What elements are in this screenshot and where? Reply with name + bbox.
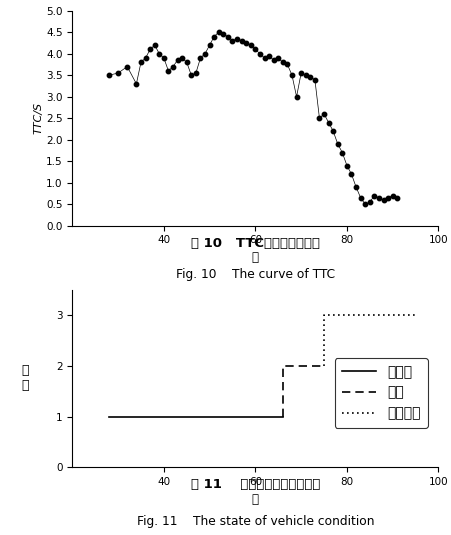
Text: 图 11    车辆行驶工况危险程度: 图 11 车辆行驶工况危险程度	[190, 478, 319, 491]
X-axis label: 帧: 帧	[251, 251, 258, 264]
Text: 状
态: 状 态	[21, 364, 28, 393]
Legend: 无危险, 警告, 碰撞事故: 无危险, 警告, 碰撞事故	[334, 358, 427, 427]
Text: 图 10   TTC随时间变化曲线: 图 10 TTC随时间变化曲线	[190, 237, 319, 250]
Text: Fig. 11    The state of vehicle condition: Fig. 11 The state of vehicle condition	[136, 515, 373, 528]
X-axis label: 帧: 帧	[251, 493, 258, 506]
Y-axis label: TTC/S: TTC/S	[33, 102, 43, 134]
Text: Fig. 10    The curve of TTC: Fig. 10 The curve of TTC	[175, 268, 334, 281]
